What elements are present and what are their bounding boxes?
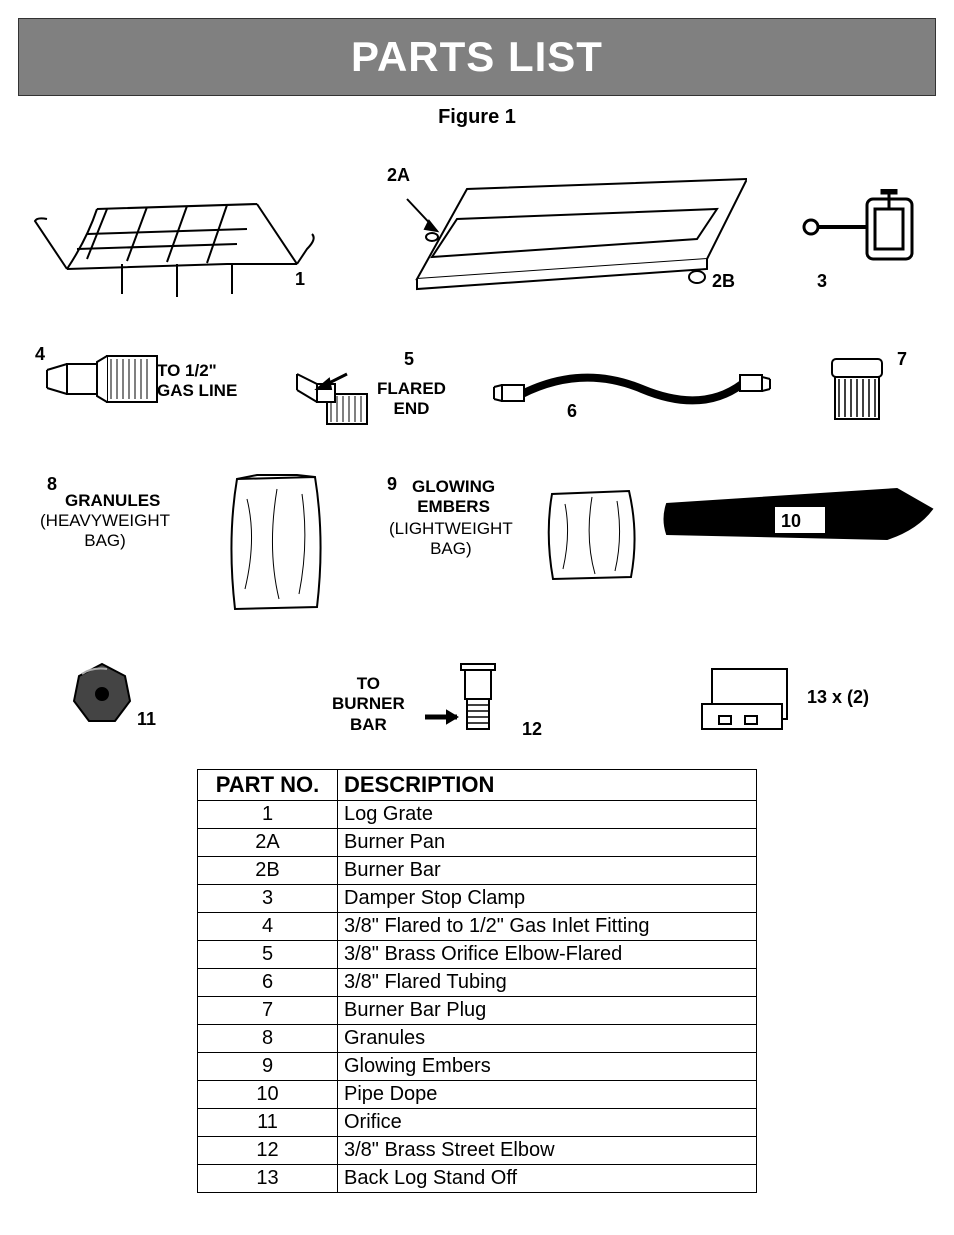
label-5: 5 [404,349,414,370]
callout-flared-end: FLARED END [377,379,446,420]
table-row: 2ABurner Pan [198,828,757,856]
table-row: 13Back Log Stand Off [198,1164,757,1192]
table-row: 11Orifice [198,1108,757,1136]
label-3: 3 [817,271,827,292]
table-row: 43/8" Flared to 1/2" Gas Inlet Fitting [198,912,757,940]
callout-burner-bar: TO BURNER BAR [332,674,405,735]
label-10: 10 [781,511,801,532]
table-row: 8Granules [198,1024,757,1052]
part-flared-tubing [492,359,772,419]
parts-table-body: 1Log Grate 2ABurner Pan 2BBurner Bar 3Da… [198,800,757,1192]
label-13: 13 x (2) [807,687,869,708]
part-standoff [697,664,797,734]
callout-embers: GLOWING EMBERS [412,477,495,518]
table-header-row: PART NO. DESCRIPTION [198,770,757,801]
label-9: 9 [387,474,397,495]
parts-table: PART NO. DESCRIPTION 1Log Grate 2ABurner… [197,769,757,1193]
callout-gas-line: TO 1/2" GAS LINE [157,361,237,402]
part-damper-clamp [797,189,927,279]
table-row: 53/8" Brass Orifice Elbow-Flared [198,940,757,968]
label-2b: 2B [712,271,735,292]
table-row: 7Burner Bar Plug [198,996,757,1024]
label-12: 12 [522,719,542,740]
part-burner-pan [377,159,747,319]
col-description: DESCRIPTION [338,770,757,801]
label-11: 11 [137,709,156,730]
figure-caption: Figure 1 [0,106,954,129]
part-embers-bag [537,479,647,589]
label-4: 4 [35,344,45,365]
parts-diagram: 1 2A 2B 3 [17,139,937,759]
part-gas-fitting [37,344,167,414]
part-street-elbow [417,659,527,739]
label-6: 6 [567,401,577,422]
part-granules-bag [217,469,337,619]
label-7: 7 [897,349,907,370]
table-row: 63/8" Flared Tubing [198,968,757,996]
part-orifice-elbow [287,354,387,429]
table-row: 1Log Grate [198,800,757,828]
callout-granules: GRANULES [65,491,160,511]
label-1: 1 [295,269,305,290]
label-2a: 2A [387,165,410,186]
table-row: 9Glowing Embers [198,1052,757,1080]
callout-embers-sub: (LIGHTWEIGHT BAG) [389,519,513,560]
part-burner-plug [817,354,897,424]
col-part-no: PART NO. [198,770,338,801]
part-orifice [67,659,137,729]
page-title: PARTS LIST [19,33,935,81]
label-8: 8 [47,474,57,495]
callout-granules-sub: (HEAVYWEIGHT BAG) [40,511,170,552]
table-row: 2BBurner Bar [198,856,757,884]
title-bar: PARTS LIST [18,18,936,96]
table-row: 10Pipe Dope [198,1080,757,1108]
table-row: 123/8" Brass Street Elbow [198,1136,757,1164]
table-row: 3Damper Stop Clamp [198,884,757,912]
part-log-grate [27,179,327,299]
